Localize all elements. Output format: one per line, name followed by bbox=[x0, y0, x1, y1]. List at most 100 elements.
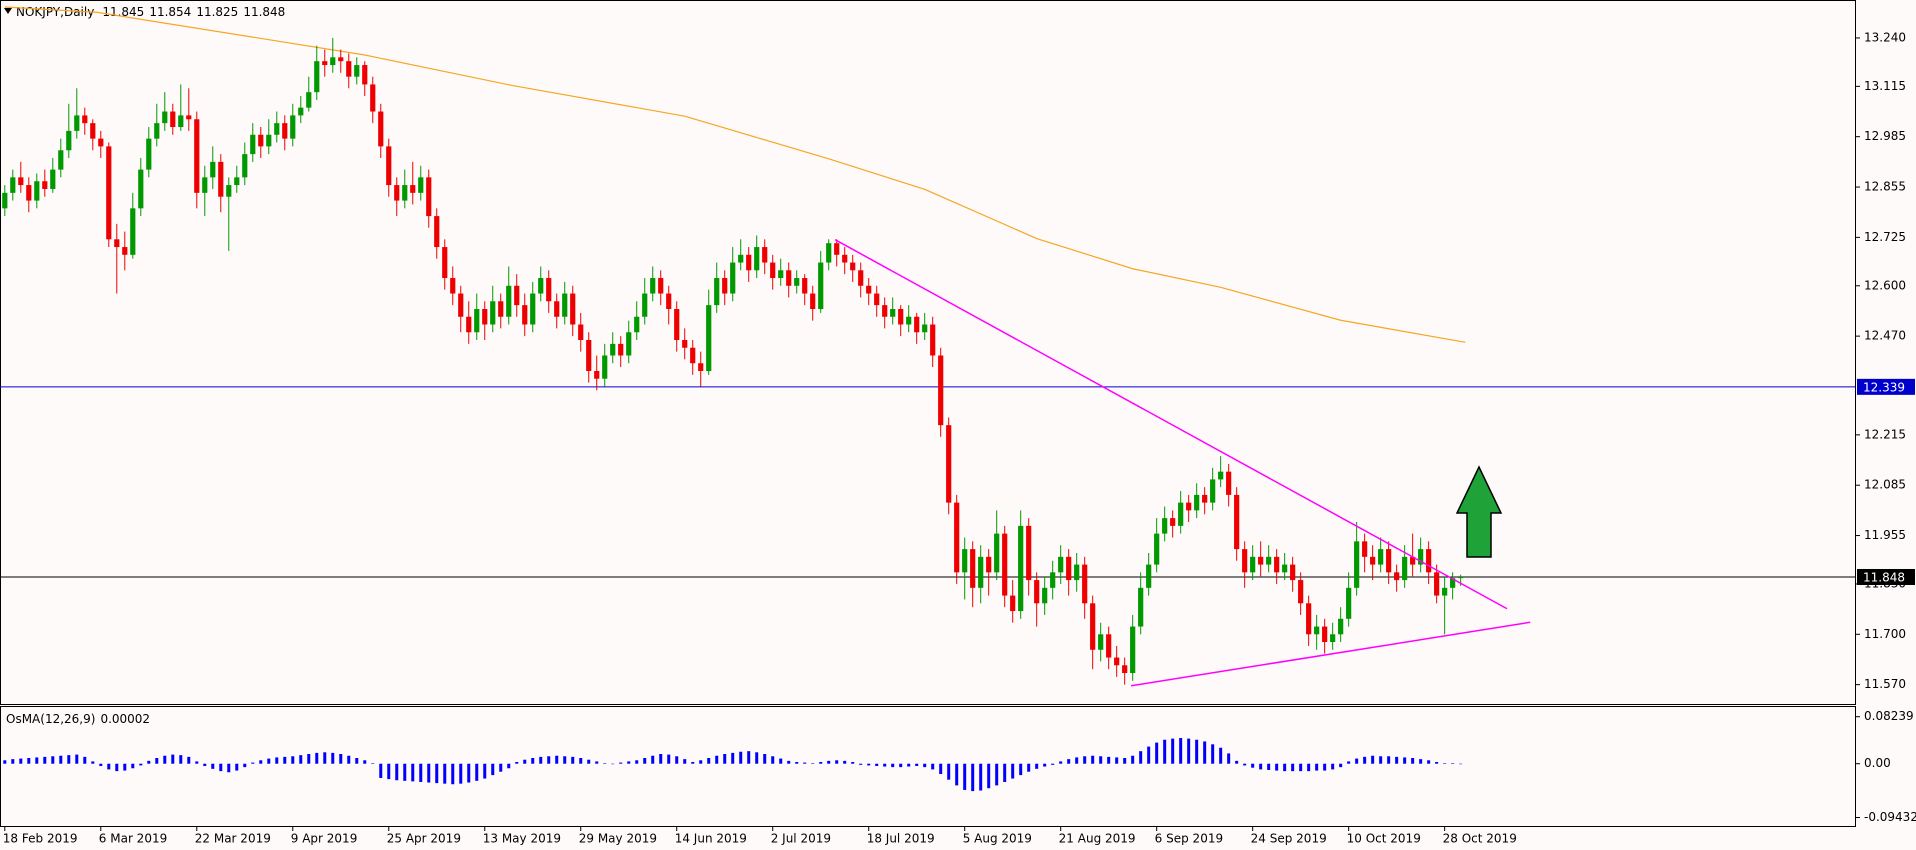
indicator-value: 0.00002 bbox=[100, 712, 150, 726]
x-tick-label: 14 Jun 2019 bbox=[675, 832, 747, 846]
histogram-bar bbox=[1195, 739, 1199, 764]
histogram-bar bbox=[1395, 756, 1399, 764]
candle-body bbox=[650, 278, 656, 294]
candle-body bbox=[1266, 556, 1272, 565]
y-tick-label: 12.600 bbox=[1864, 278, 1906, 292]
histogram-bar bbox=[1115, 757, 1119, 764]
histogram-bar bbox=[355, 758, 359, 764]
candle-body bbox=[10, 177, 16, 193]
histogram-bar bbox=[1051, 763, 1055, 765]
level-label-box bbox=[1857, 568, 1915, 585]
histogram-bar bbox=[1451, 763, 1455, 764]
candle-body bbox=[482, 309, 488, 325]
histogram-bar bbox=[1219, 747, 1223, 764]
histogram-bar bbox=[67, 755, 71, 764]
candle-body bbox=[418, 177, 424, 193]
header-value: 11.848 bbox=[243, 5, 285, 19]
candle-body bbox=[1250, 556, 1256, 573]
histogram-bar bbox=[507, 763, 511, 769]
candle-body bbox=[42, 181, 48, 189]
histogram-bar bbox=[1387, 756, 1391, 764]
histogram-bar bbox=[715, 755, 719, 764]
candle-body bbox=[242, 154, 248, 178]
candle-body bbox=[970, 549, 976, 588]
candle-body bbox=[370, 84, 376, 112]
candle-body bbox=[178, 115, 184, 128]
candle-body bbox=[1394, 572, 1400, 581]
candle-body bbox=[906, 316, 912, 325]
candle-body bbox=[66, 130, 72, 151]
candle-body bbox=[266, 134, 272, 147]
indicator-title: OsMA(12,26,9) 0.00002 bbox=[6, 712, 150, 726]
candle-body bbox=[858, 270, 864, 286]
y-tick-label: 11.700 bbox=[1864, 627, 1906, 641]
histogram-bar bbox=[891, 763, 895, 768]
histogram-bar bbox=[163, 755, 167, 764]
histogram-bar bbox=[699, 760, 703, 764]
histogram-bar bbox=[899, 763, 903, 768]
histogram-bar bbox=[635, 760, 639, 764]
y-tick-label: 13.240 bbox=[1864, 30, 1906, 44]
candle-body bbox=[522, 305, 528, 325]
histogram-bar bbox=[467, 763, 471, 783]
histogram-bar bbox=[59, 755, 63, 764]
histogram-bar bbox=[379, 763, 383, 778]
candle-body bbox=[610, 343, 616, 356]
candle-body bbox=[442, 247, 448, 279]
histogram-bar bbox=[563, 756, 567, 764]
candle-body bbox=[362, 65, 368, 85]
histogram-bar bbox=[211, 763, 215, 769]
histogram-bar bbox=[131, 763, 135, 769]
candle-body bbox=[922, 324, 928, 333]
histogram-bar bbox=[323, 752, 327, 764]
candle-body bbox=[1034, 580, 1040, 604]
y-tick-label: 12.725 bbox=[1864, 230, 1906, 244]
x-tick-label: 28 Oct 2019 bbox=[1443, 832, 1517, 846]
x-tick-label: 18 Jul 2019 bbox=[867, 832, 935, 846]
histogram-bar bbox=[1011, 763, 1015, 779]
candle-body bbox=[1234, 494, 1240, 550]
histogram-bar bbox=[955, 763, 959, 786]
histogram-bar bbox=[1203, 741, 1207, 764]
candle-body bbox=[1010, 595, 1016, 612]
candle-body bbox=[1346, 587, 1352, 619]
histogram-bar bbox=[1251, 763, 1255, 768]
candle-body bbox=[1450, 578, 1456, 588]
candle-body bbox=[1298, 580, 1304, 604]
main-panel-border bbox=[0, 0, 1856, 705]
y-tick-label: 12.855 bbox=[1864, 180, 1906, 194]
candle-body bbox=[1434, 572, 1440, 596]
histogram-bar bbox=[835, 760, 839, 764]
histogram-bar bbox=[43, 756, 47, 764]
x-tick-label: 24 Sep 2019 bbox=[1251, 832, 1327, 846]
histogram-bar bbox=[531, 758, 535, 764]
candle-body bbox=[34, 181, 40, 201]
header-value: 11.825 bbox=[196, 5, 238, 19]
histogram-bar bbox=[723, 754, 727, 764]
histogram-bar bbox=[827, 760, 831, 764]
candle-body bbox=[298, 107, 304, 116]
histogram-bar bbox=[539, 756, 543, 764]
histogram-bar bbox=[931, 763, 935, 770]
chart-header: NOKJPY,Daily 11.845 11.854 11.825 11.848 bbox=[16, 5, 285, 19]
candle-body bbox=[1162, 518, 1168, 534]
histogram-bar bbox=[1059, 761, 1063, 764]
candle-body bbox=[826, 243, 832, 263]
histogram-bar bbox=[1243, 763, 1247, 766]
header-value: 11.854 bbox=[149, 5, 191, 19]
histogram-bar bbox=[11, 759, 15, 764]
histogram-bar bbox=[99, 763, 103, 766]
candle-body bbox=[1138, 587, 1144, 627]
candle-body bbox=[1330, 634, 1336, 643]
candle-body bbox=[1226, 471, 1232, 495]
histogram-bar bbox=[1155, 742, 1159, 764]
histogram-bar bbox=[347, 755, 351, 764]
candle-body bbox=[538, 278, 544, 294]
histogram-bar bbox=[883, 763, 887, 767]
histogram-bar bbox=[987, 763, 991, 789]
histogram-bar bbox=[475, 763, 479, 781]
candle-body bbox=[354, 65, 360, 77]
candle-body bbox=[802, 278, 808, 294]
symbol-title: NOKJPY,Daily bbox=[16, 5, 94, 19]
histogram-bar bbox=[595, 761, 599, 764]
